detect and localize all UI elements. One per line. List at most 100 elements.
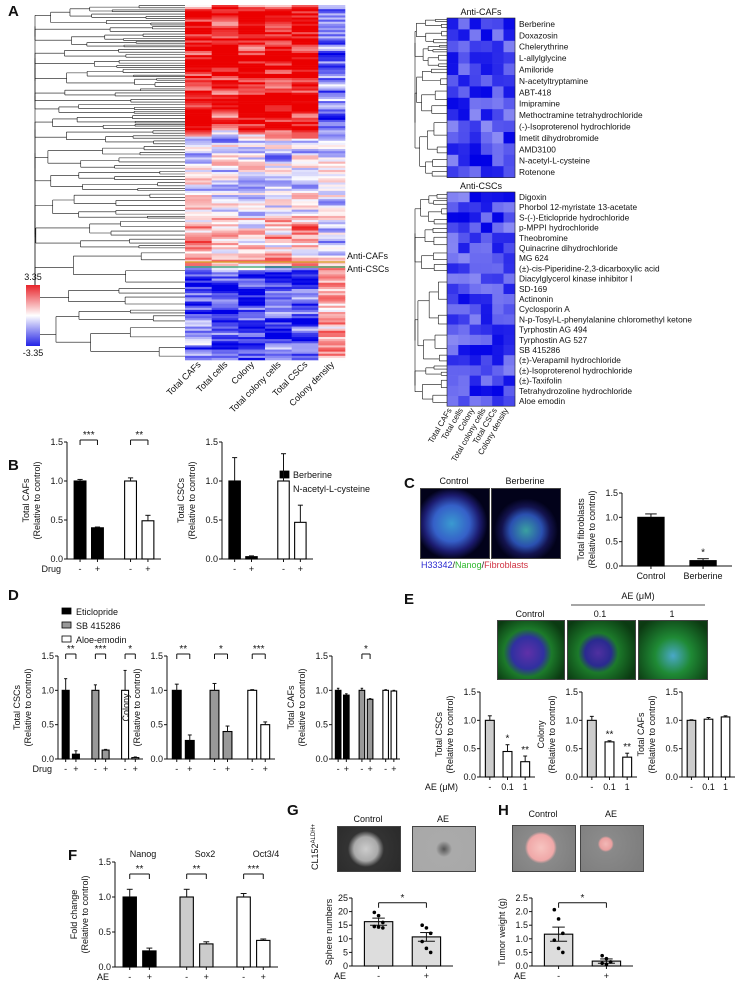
heatmap-cell (291, 117, 319, 121)
heatmap-cell (265, 40, 292, 43)
heatmap-cell (211, 136, 239, 139)
heatmap-cell (265, 163, 292, 167)
heatmap-cell (291, 236, 319, 240)
anti_cscs-cell (447, 365, 459, 376)
heatmap-cell (291, 42, 319, 45)
heatmap-cell (318, 19, 346, 23)
heatmap-cell (265, 263, 292, 267)
cell-line-label: CL152ALDH+ (310, 823, 320, 870)
heatmap-cell (238, 25, 266, 29)
heatmap-cell (291, 195, 319, 198)
bar (703, 718, 714, 778)
heatmap-cell (238, 218, 266, 221)
heatmap-cell (318, 322, 346, 325)
anti_cafs-cell (503, 75, 516, 87)
anti_cscs-cell (503, 294, 516, 305)
anti_cscs-cell (480, 304, 493, 315)
heatmap-cell (318, 11, 346, 14)
heatmap-cell (185, 86, 212, 89)
heatmap-cell (238, 109, 266, 112)
heatmap-cell (265, 82, 292, 85)
y-axis-label: Total CSCs (434, 711, 444, 757)
bar (122, 896, 137, 968)
heatmap-cell (318, 295, 346, 298)
heatmap-cell (238, 205, 266, 208)
heatmap-cell (238, 65, 266, 68)
anti_cscs-cell (458, 396, 470, 407)
x-tick-label: + (344, 764, 349, 774)
anti_cafs-cell (503, 120, 516, 133)
heatmap-cell (265, 332, 292, 336)
heatmap-cell (318, 247, 346, 250)
y-tick-label: 1.0 (50, 476, 63, 486)
heatmap-cell (265, 190, 292, 194)
significance-label: ** (521, 745, 529, 756)
heatmap-cell (238, 172, 266, 175)
anti_cscs-cell (492, 253, 504, 264)
heatmap-cell (238, 134, 266, 137)
heatmap-cell (238, 222, 266, 225)
heatmap-cell (211, 42, 239, 45)
heatmap-cell (265, 153, 292, 156)
heatmap-cell (238, 259, 266, 263)
heatmap-cell (318, 94, 346, 98)
anti_cscs-cell (492, 243, 504, 254)
anti_cscs-cell (503, 243, 516, 254)
heatmap-cell (318, 147, 346, 150)
heatmap-cell (238, 130, 266, 133)
heatmap-cell (291, 259, 319, 263)
anti_cscs-drug-label: (±)-cis-Piperidine-2,3-dicarboxylic acid (519, 263, 660, 273)
anti_cscs-cell (469, 192, 482, 203)
significance-label: ** (136, 864, 144, 875)
y-axis-label: Total CAFs (21, 478, 31, 523)
anti_cscs-cell (469, 243, 482, 254)
anti_cafs-cell (492, 29, 504, 42)
heatmap-cell (265, 155, 292, 158)
y-tick-label: 0.5 (515, 947, 528, 957)
heatmap-cell (238, 117, 266, 121)
heatmap-cell (211, 84, 239, 87)
heatmap-cell (185, 343, 212, 346)
image-e-control (497, 620, 565, 680)
anti_cafs-drug-label: Berberine (519, 19, 555, 29)
legend-label: Eticlopride (76, 607, 118, 617)
heatmap-cell (265, 245, 292, 248)
x-tick-label: 0.1 (501, 782, 514, 792)
heatmap-cell (291, 270, 319, 273)
heatmap-cell (238, 182, 266, 185)
anti_cscs-cell (447, 253, 459, 264)
heatmap-cell (185, 124, 212, 127)
heatmap-cell (265, 243, 292, 246)
heatmap-cell (265, 121, 292, 125)
heatmap-cell (211, 111, 239, 114)
heatmap-cell (211, 232, 239, 236)
heatmap-cell (265, 318, 292, 321)
stain-label-part: H33342 (421, 560, 453, 570)
heatmap-cell (185, 255, 212, 258)
heatmap-cell (291, 209, 319, 213)
heatmap-cell (291, 105, 319, 108)
anti_cscs-drug-label: (±)-Isoproterenol hydrochloride (519, 365, 633, 375)
anti_cscs-cell (469, 396, 482, 407)
heatmap-cell (265, 5, 292, 8)
anti_cscs-cell (480, 294, 493, 305)
heatmap-cell (265, 197, 292, 200)
anti_cscs-cell (469, 222, 482, 234)
anti_cscs-cell (492, 385, 504, 397)
anti_cafs-cell (480, 166, 493, 178)
heatmap-cell (211, 107, 239, 110)
heatmap-cell (265, 138, 292, 142)
heatmap-cell (185, 96, 212, 100)
heatmap-cell (291, 222, 319, 225)
anti_cafs-cell (503, 29, 516, 42)
significance-label: * (364, 644, 368, 655)
heatmap-cell (291, 63, 319, 66)
anti_cscs-cell (469, 263, 482, 274)
heatmap-cell (291, 69, 319, 73)
anti_cafs-cell (458, 29, 470, 42)
heatmap-cell (265, 349, 292, 352)
heatmap-cell (265, 314, 292, 317)
bar (382, 689, 389, 760)
heatmap-cell (238, 226, 266, 229)
anti_cscs-cell (469, 294, 482, 305)
